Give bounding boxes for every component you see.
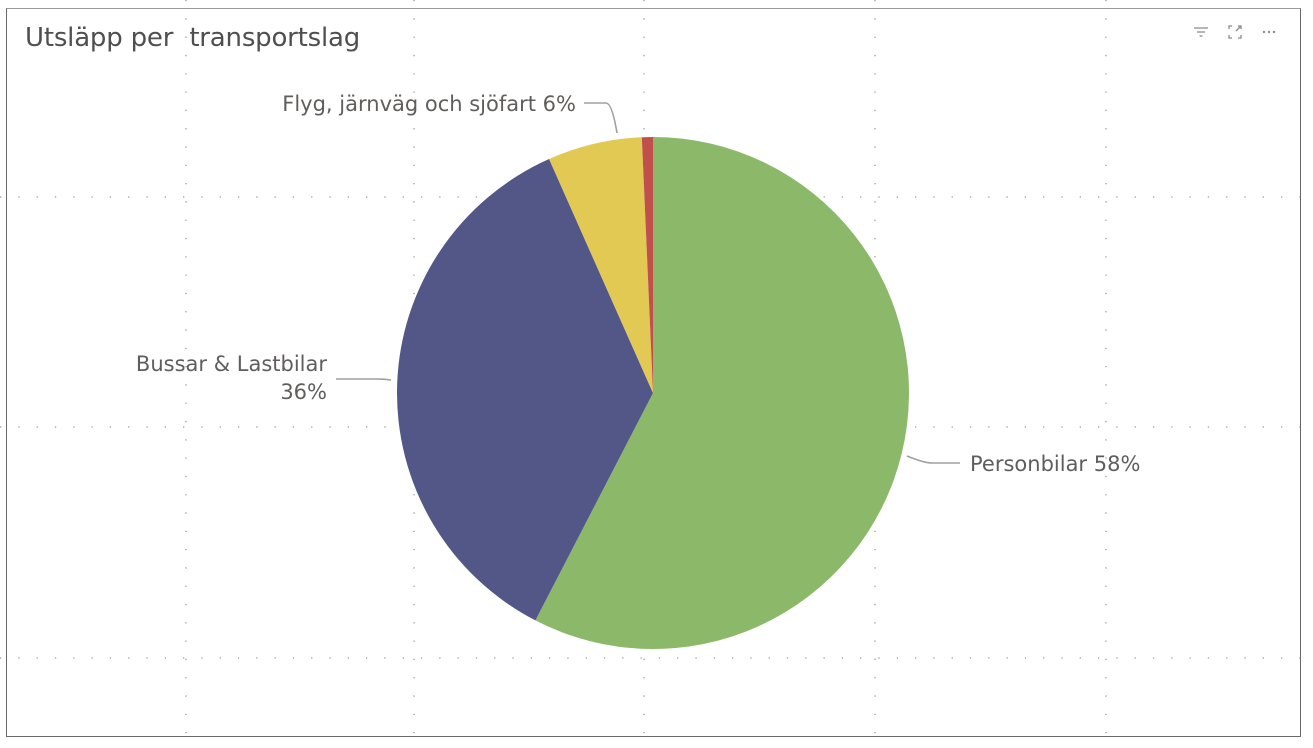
pie-slice-2[interactable] (396, 159, 653, 621)
data-label: Flyg, järnväg och sjöfart 6% (282, 92, 576, 116)
chart-title: Utsläpp per transportslag (25, 23, 361, 53)
pie-slice-4[interactable] (641, 136, 653, 393)
data-label: 36% (280, 380, 327, 404)
pie-slice-3[interactable] (549, 137, 653, 393)
more-options-icon[interactable] (1260, 23, 1278, 41)
leader-line (584, 102, 618, 134)
leader-line (336, 378, 392, 381)
focus-mode-icon[interactable] (1226, 23, 1244, 41)
visual-header (1192, 23, 1278, 41)
leader-line (906, 455, 960, 464)
pie-slice-1[interactable] (535, 137, 909, 649)
data-label: Bussar & Lastbilar (136, 352, 327, 376)
pie-chart-visual[interactable]: Utsläpp per transportslag (6, 8, 1301, 737)
filter-icon[interactable] (1192, 23, 1210, 41)
data-label: Personbilar 58% (970, 452, 1140, 476)
